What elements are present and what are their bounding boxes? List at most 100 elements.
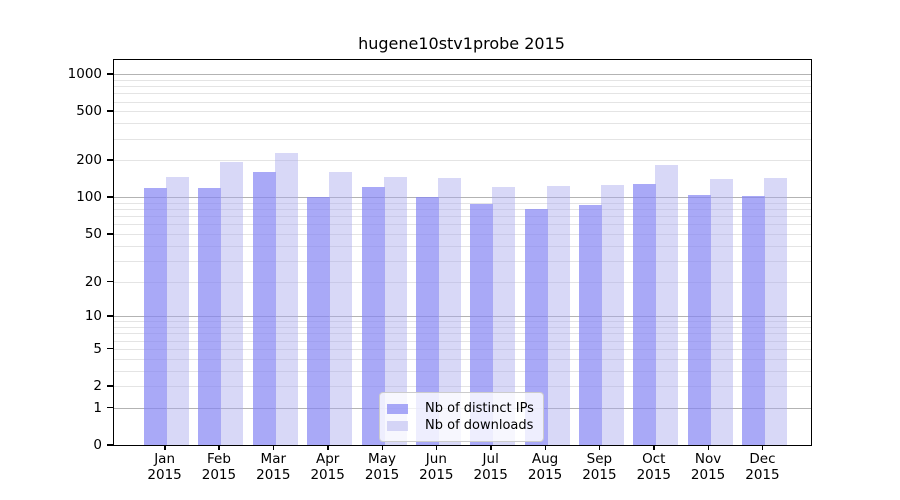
- x-axis-tick-mar: [272, 445, 275, 450]
- x-axis-tick-apr: [327, 445, 329, 450]
- y-axis-tick-0: [107, 444, 113, 446]
- y-axis-tick-1000: [107, 73, 113, 75]
- bar-distinct-ips-jul: [470, 203, 494, 445]
- y-axis-tick-500: [107, 110, 113, 112]
- y-axis-tick-label-1000: 1000: [67, 66, 102, 83]
- legend-swatch-downloads: [387, 420, 408, 431]
- legend-label-downloads: Nb of downloads: [425, 418, 534, 433]
- year-label: 2015: [473, 467, 508, 483]
- gridline-5: [114, 348, 811, 350]
- bar-downloads-jul: [492, 186, 516, 445]
- month-label: Sep: [586, 451, 613, 467]
- month-label: Jan: [154, 451, 175, 467]
- year-label: 2015: [745, 467, 780, 483]
- x-axis-tick-sep: [598, 445, 601, 450]
- x-axis-tick-label-aug: Aug 2015: [513, 451, 577, 483]
- y-axis-tick-label-500: 500: [76, 103, 102, 120]
- x-axis-tick-feb: [218, 445, 220, 450]
- gridline-minor: [114, 138, 811, 140]
- y-axis-tick-label-10: 10: [84, 308, 102, 325]
- legend-entry-downloads: Nb of downloads: [387, 418, 534, 433]
- y-axis-tick-label-2: 2: [93, 378, 102, 395]
- gridline-20: [114, 281, 811, 283]
- x-axis-tick-dec: [761, 445, 764, 450]
- month-label: Feb: [206, 451, 231, 467]
- gridline-100: [114, 197, 811, 199]
- bar-downloads-sep: [600, 185, 624, 445]
- legend-entry-distinct-ips: Nb of distinct IPs: [387, 401, 534, 416]
- x-axis-tick-label-jan: Jan 2015: [133, 451, 197, 483]
- legend-label-distinct-ips: Nb of distinct IPs: [425, 401, 534, 416]
- y-axis-tick-20: [107, 280, 113, 283]
- bar-distinct-ips-dec: [741, 195, 765, 445]
- y-axis-tick-100: [107, 196, 113, 198]
- bar-downloads-dec: [763, 178, 787, 445]
- legend-swatch-distinct-ips: [387, 403, 408, 414]
- year-label: 2015: [364, 467, 400, 483]
- bar-distinct-ips-oct: [633, 183, 657, 445]
- gridline-minor: [114, 245, 811, 247]
- year-label: 2015: [419, 467, 454, 483]
- bar-distinct-ips-mar: [252, 172, 276, 445]
- bar-distinct-ips-nov: [687, 194, 711, 445]
- bar-downloads-may: [383, 176, 407, 445]
- y-axis-tick-200: [107, 159, 113, 161]
- x-axis-tick-label-feb: Feb 2015: [187, 451, 251, 483]
- y-axis-tick-label-1: 1: [93, 399, 102, 416]
- year-label: 2015: [310, 467, 345, 483]
- bar-distinct-ips-apr: [307, 197, 331, 445]
- gridline-500: [114, 111, 811, 113]
- gridline-minor: [114, 224, 811, 226]
- gridline-minor: [114, 358, 811, 360]
- x-axis-tick-label-jun: Jun 2015: [404, 451, 468, 483]
- gridline-minor: [114, 260, 811, 262]
- y-axis-tick-10: [107, 315, 113, 317]
- plot-area: [113, 59, 812, 446]
- bar-downloads-aug: [546, 186, 570, 445]
- legend: Nb of distinct IPs Nb of downloads: [379, 392, 544, 442]
- gridline-10: [114, 316, 811, 318]
- x-axis-tick-label-jul: Jul 2015: [459, 451, 523, 483]
- y-axis-tick-label-0: 0: [93, 437, 102, 453]
- gridline-minor: [114, 327, 811, 329]
- gridline-1000: [114, 74, 811, 76]
- x-axis-tick-label-nov: Nov 2015: [676, 451, 740, 483]
- y-axis-tick-1: [107, 406, 113, 409]
- month-label: Nov: [694, 451, 722, 467]
- month-label: Aug: [531, 451, 559, 467]
- x-axis-tick-label-apr: Apr 2015: [296, 451, 360, 483]
- gridline-minor: [114, 321, 811, 323]
- year-label: 2015: [256, 467, 291, 483]
- x-axis-tick-aug: [544, 445, 547, 450]
- year-label: 2015: [636, 467, 671, 483]
- y-axis-tick-2: [107, 385, 113, 387]
- gridline-minor: [114, 216, 811, 218]
- gridline-2: [114, 386, 811, 388]
- month-label: Oct: [642, 451, 666, 467]
- gridline-minor: [114, 340, 811, 342]
- gridline-50: [114, 234, 811, 236]
- bar-distinct-ips-jan: [144, 187, 168, 445]
- gridline-minor: [114, 86, 811, 88]
- month-label: Dec: [749, 451, 776, 467]
- year-label: 2015: [147, 467, 182, 483]
- gridline-200: [114, 160, 811, 162]
- y-axis-tick-label-5: 5: [93, 340, 102, 357]
- gridline-minor: [114, 333, 811, 335]
- x-axis-tick-label-oct: Oct 2015: [622, 451, 686, 483]
- gridline-minor: [114, 202, 811, 204]
- bar-distinct-ips-aug: [524, 209, 548, 445]
- x-axis-tick-jul: [490, 445, 492, 450]
- bar-downloads-feb: [220, 162, 244, 445]
- gridline-minor: [114, 370, 811, 372]
- bar-distinct-ips-feb: [198, 187, 222, 445]
- month-label: Apr: [315, 451, 340, 467]
- y-axis-tick-label-200: 200: [76, 152, 102, 169]
- x-axis-tick-oct: [653, 445, 655, 450]
- bar-distinct-ips-jun: [415, 197, 439, 445]
- x-axis-tick-jan: [164, 445, 166, 450]
- gridline-minor: [114, 209, 811, 211]
- y-axis-tick-label-100: 100: [76, 189, 102, 206]
- month-label: Mar: [260, 451, 287, 467]
- x-axis-tick-label-dec: Dec 2015: [730, 451, 794, 483]
